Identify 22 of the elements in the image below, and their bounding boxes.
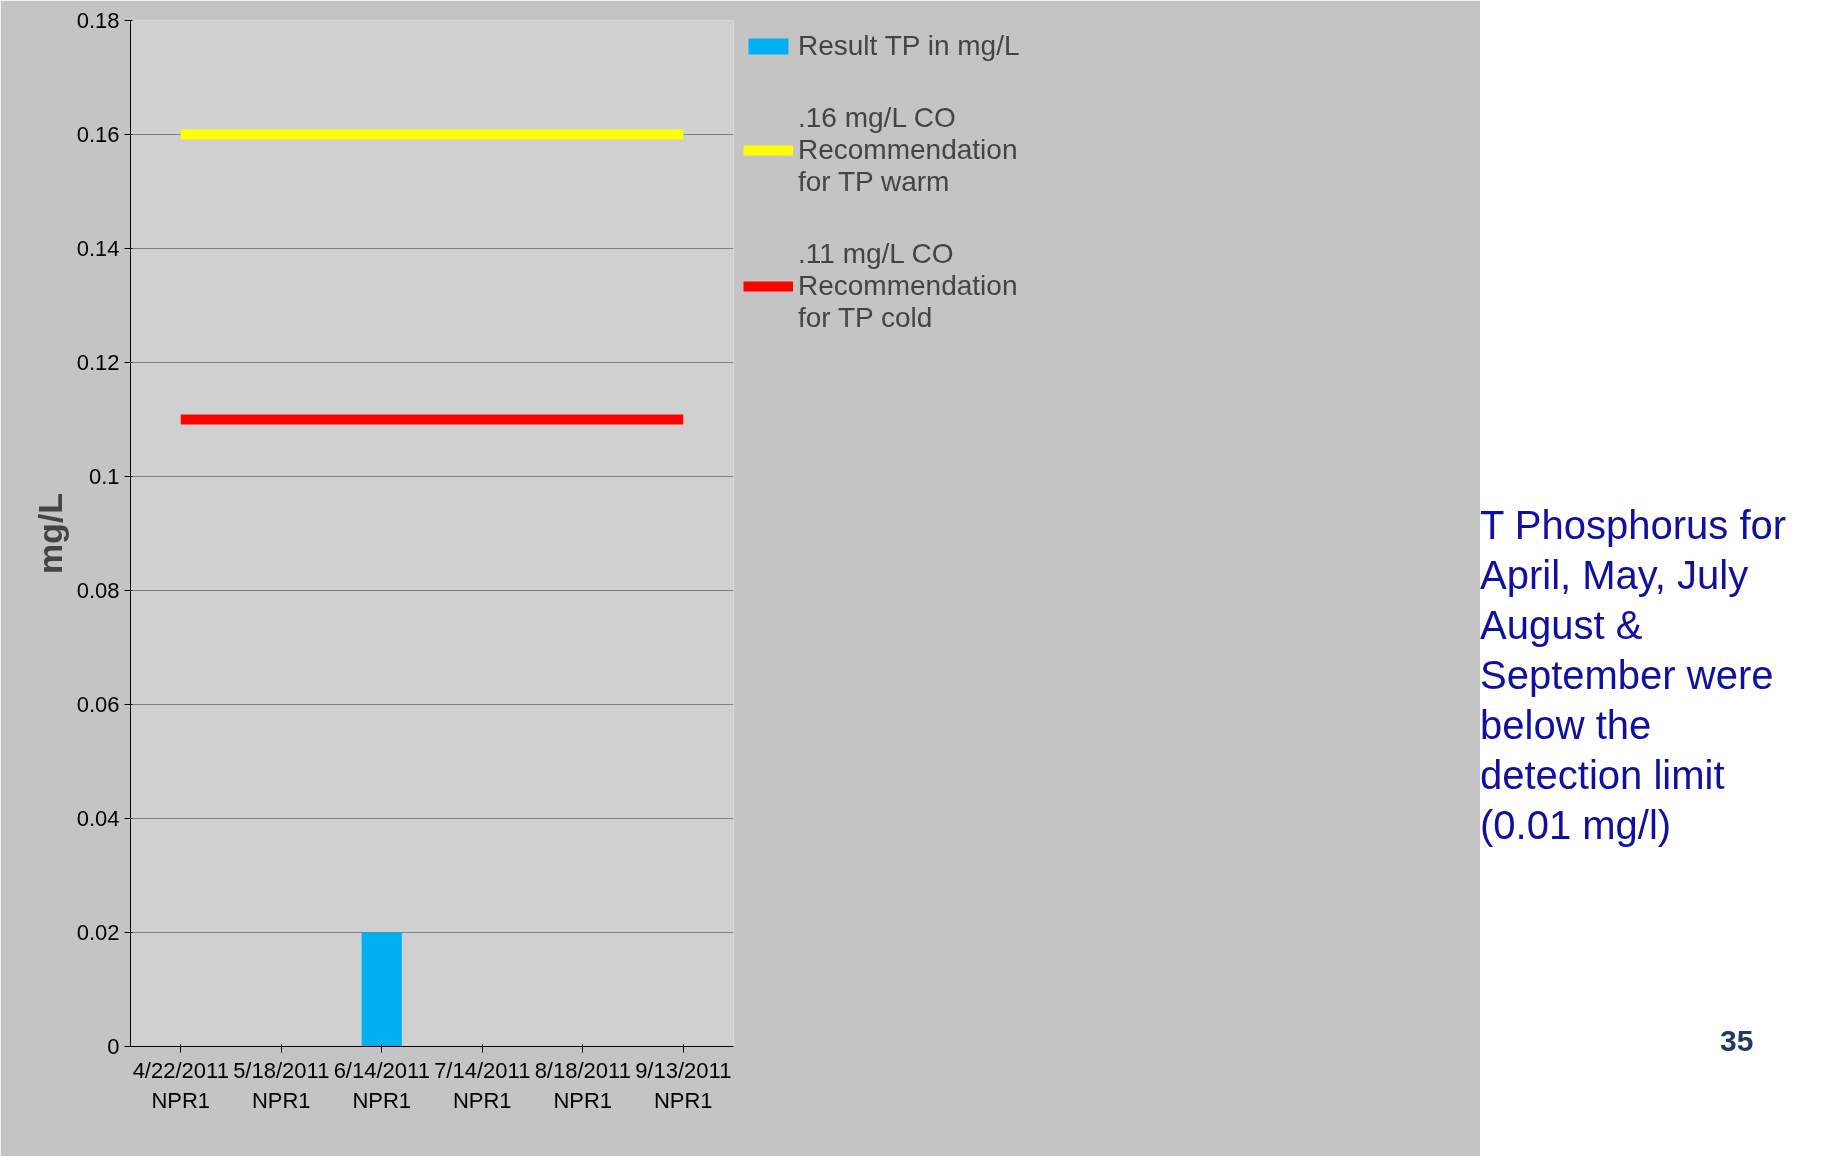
text: T Phosphorus for April, May, July August & September were below the detection limit (0.01 mg/l)	[1480, 502, 1787, 849]
x-tick-label: 6/14/2011 NPR1	[333, 1057, 430, 1113]
y-tick-label: 0.06	[76, 692, 120, 717]
x-tick-label: 7/14/2011 NPR1	[434, 1057, 531, 1113]
text: 35	[1720, 1023, 1754, 1059]
y-tick-label: 0.16	[76, 122, 120, 147]
x-tick-label: 9/13/2011 NPR1	[635, 1057, 732, 1113]
x-tick-label: 4/22/2011 NPR1	[132, 1057, 229, 1113]
y-tick-label: 0	[107, 1034, 120, 1059]
legend-label: .11 mg/L CO Recommendation for TP cold	[798, 238, 1018, 334]
y-tick-label: 0.08	[76, 578, 120, 603]
y-tick-label: 0.04	[76, 806, 120, 831]
legend-label: .16 mg/L CO Recommendation for TP warm	[798, 102, 1018, 198]
y-tick-label: 0.18	[76, 8, 120, 33]
x-tick-label: 8/18/2011 NPR1	[534, 1057, 631, 1113]
x-tick-label: 5/18/2011 NPR1	[233, 1057, 330, 1113]
y-tick-label: 0.14	[76, 236, 120, 261]
y-tick-label: 0.02	[76, 920, 120, 945]
legend-label: Result TP in mg/L	[798, 30, 1020, 62]
y-tick-label: 0.12	[76, 350, 120, 375]
y-tick-label: 0.1	[88, 464, 120, 489]
y-axis-title: mg/L	[30, 492, 69, 575]
